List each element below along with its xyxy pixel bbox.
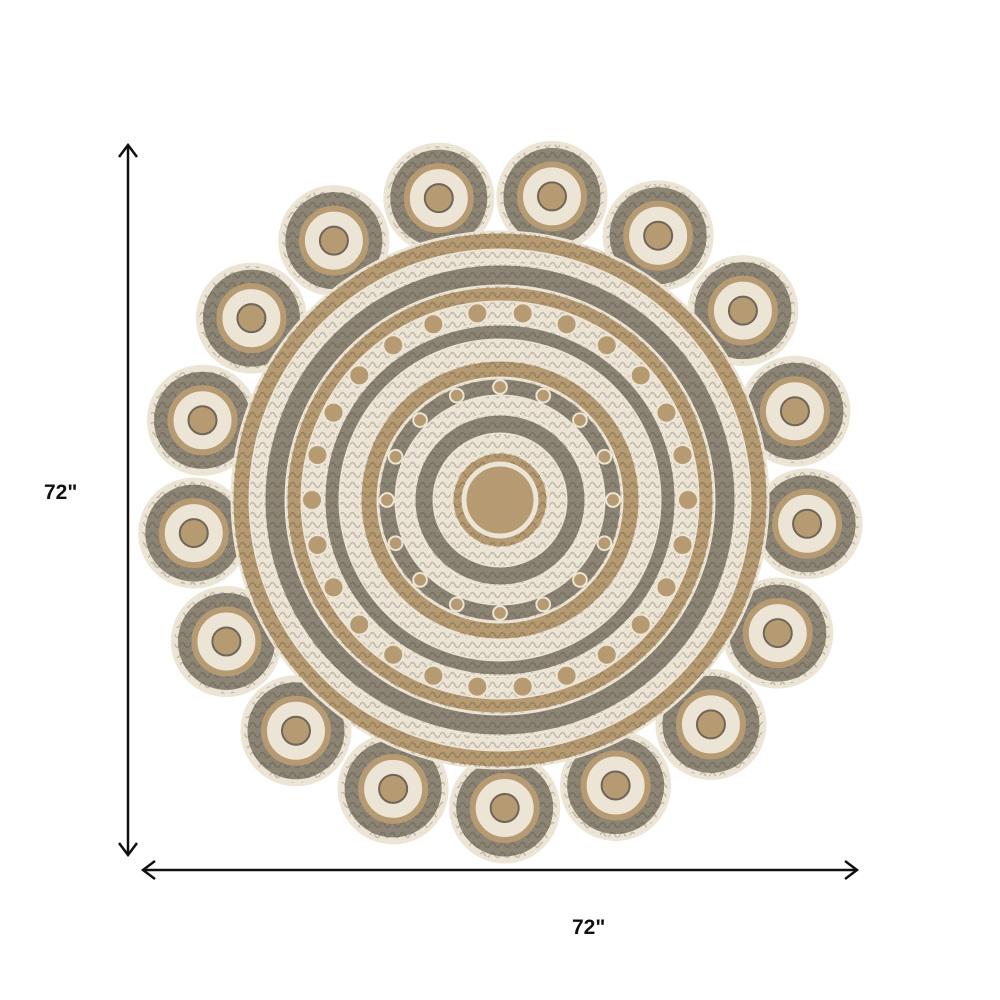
rosette bbox=[492, 605, 508, 621]
scallop-center bbox=[779, 396, 810, 427]
rosette bbox=[306, 533, 329, 556]
rosette bbox=[322, 576, 345, 599]
rug-center bbox=[461, 461, 539, 539]
rosette bbox=[379, 492, 395, 508]
rosette bbox=[629, 364, 652, 387]
scallop-center bbox=[378, 773, 409, 804]
rosette bbox=[655, 576, 678, 599]
height-label: 72" bbox=[44, 481, 78, 504]
rosette bbox=[511, 675, 534, 698]
rosette bbox=[448, 596, 465, 613]
scallop-center bbox=[236, 303, 267, 334]
scallop-center bbox=[211, 626, 242, 657]
rosette bbox=[348, 364, 371, 387]
rosette bbox=[466, 675, 489, 698]
rosette bbox=[572, 412, 588, 428]
rosette bbox=[535, 387, 552, 404]
rosette bbox=[555, 313, 578, 336]
rosette bbox=[322, 401, 345, 424]
rosette bbox=[511, 302, 534, 325]
rosette bbox=[301, 489, 323, 511]
scallop-center bbox=[695, 709, 726, 740]
rosette bbox=[655, 401, 678, 424]
rosette bbox=[605, 492, 621, 508]
width-label: 72" bbox=[572, 916, 606, 939]
rosette bbox=[677, 489, 699, 511]
rug bbox=[138, 140, 863, 864]
scallop-center bbox=[318, 225, 349, 256]
rosette bbox=[387, 535, 404, 552]
rosette bbox=[466, 302, 489, 325]
rosette bbox=[596, 535, 613, 552]
rosette bbox=[448, 387, 465, 404]
rosette bbox=[595, 643, 618, 666]
rosette bbox=[412, 572, 428, 588]
rosette bbox=[412, 412, 428, 428]
height-arrow bbox=[118, 142, 138, 858]
width-arrow bbox=[140, 860, 860, 880]
rosette bbox=[492, 379, 508, 395]
scallop-center bbox=[489, 792, 520, 823]
scallop-center bbox=[536, 181, 567, 212]
scallop-center bbox=[600, 770, 631, 801]
rosette bbox=[671, 533, 694, 556]
scallop-center bbox=[187, 405, 218, 436]
rosette bbox=[422, 664, 445, 687]
rosette bbox=[422, 313, 445, 336]
scallop-center bbox=[643, 220, 674, 251]
scallop-center bbox=[280, 715, 311, 746]
scallop-center bbox=[762, 618, 793, 649]
rosette bbox=[535, 596, 552, 613]
rosette bbox=[596, 448, 613, 465]
rosette bbox=[572, 572, 588, 588]
scallop-center bbox=[792, 508, 823, 539]
rosette bbox=[671, 444, 694, 467]
rosette bbox=[595, 334, 618, 357]
rosette bbox=[348, 613, 371, 636]
rosette bbox=[555, 664, 578, 687]
rosette bbox=[382, 643, 405, 666]
scallop-center bbox=[178, 518, 209, 549]
rosette bbox=[382, 334, 405, 357]
scallop-center bbox=[423, 183, 454, 214]
rosette bbox=[387, 448, 404, 465]
scallop-center bbox=[727, 295, 758, 326]
rosette bbox=[306, 444, 329, 467]
rosette bbox=[629, 613, 652, 636]
